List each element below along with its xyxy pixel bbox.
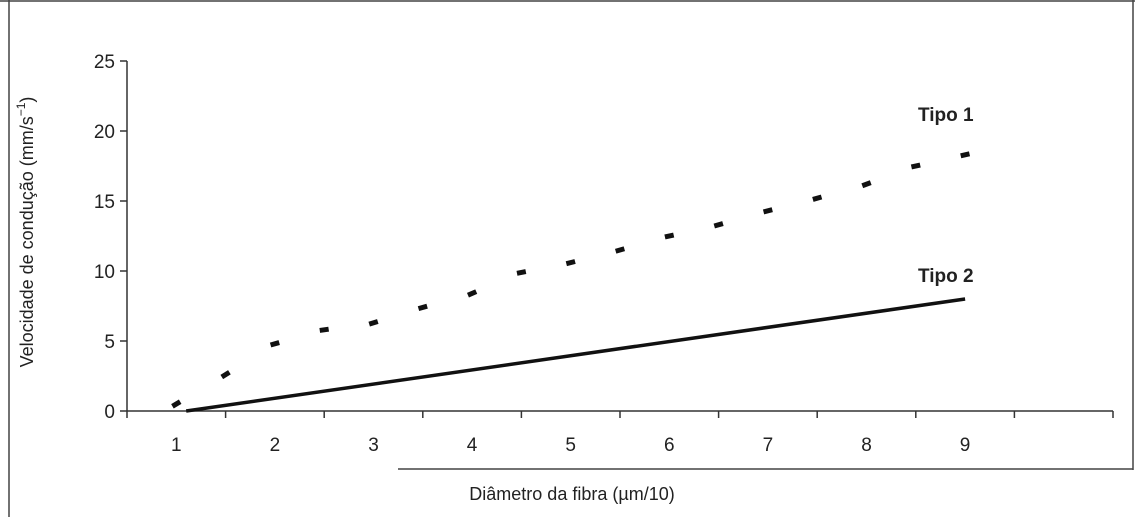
series-label-tipo-2: Tipo 2 — [918, 266, 974, 287]
series-tipo-2-line — [185, 297, 966, 413]
y-tick-label: 0 — [104, 402, 115, 423]
plot-area: 0 5 10 15 20 25 1 2 3 4 5 6 7 8 9 — [94, 52, 1114, 456]
series-tipo-1-point — [812, 194, 823, 202]
series-tipo-1-point — [910, 162, 921, 170]
y-axis-title-superscript: −1 — [14, 102, 28, 116]
series-tipo-1-point — [368, 319, 379, 327]
series-tipo-1-point — [516, 269, 527, 276]
series-tipo-1-point — [220, 370, 231, 380]
y-tick-label: 25 — [94, 52, 115, 73]
series-tipo-1-point — [713, 221, 724, 229]
y-tick-label: 15 — [94, 192, 115, 213]
series-tipo-1-point — [319, 326, 330, 333]
series-tipo-1-point — [269, 340, 280, 348]
y-axis-title-close: ) — [17, 97, 37, 103]
x-tick-label: 1 — [171, 435, 182, 456]
series-tipo-1-point — [762, 207, 773, 215]
series-tipo-1-point — [960, 151, 971, 159]
series-tipo-1-point — [614, 246, 626, 254]
series-tipo-1-point — [664, 232, 675, 240]
x-tick-label: 9 — [960, 435, 971, 456]
series-label-tipo-1: Tipo 1 — [918, 105, 974, 126]
y-axis-title-main: Velocidade de condução (mm/s — [17, 116, 37, 367]
x-tick-label: 8 — [861, 435, 872, 456]
x-tick-label: 3 — [368, 435, 379, 456]
x-tick-label: 7 — [763, 435, 774, 456]
series-tipo-1-point — [466, 289, 478, 298]
series-tipo-1-point — [565, 259, 576, 267]
x-tick-label: 6 — [664, 435, 675, 456]
series-tipo-1-point — [417, 303, 428, 312]
x-tick-label: 2 — [270, 435, 281, 456]
series-tipo-1-point — [861, 180, 872, 189]
y-tick-label: 20 — [94, 122, 115, 143]
series-tipo-1-point — [171, 399, 182, 409]
y-tick-label: 10 — [94, 262, 115, 283]
x-tick-label: 5 — [565, 435, 576, 456]
x-tick-label: 4 — [467, 435, 478, 456]
x-axis-title: Diâmetro da fibra (µm/10) — [469, 484, 674, 504]
y-axis-title: Velocidade de condução (mm/s−1) — [14, 97, 37, 368]
y-tick-label: 5 — [104, 332, 115, 353]
